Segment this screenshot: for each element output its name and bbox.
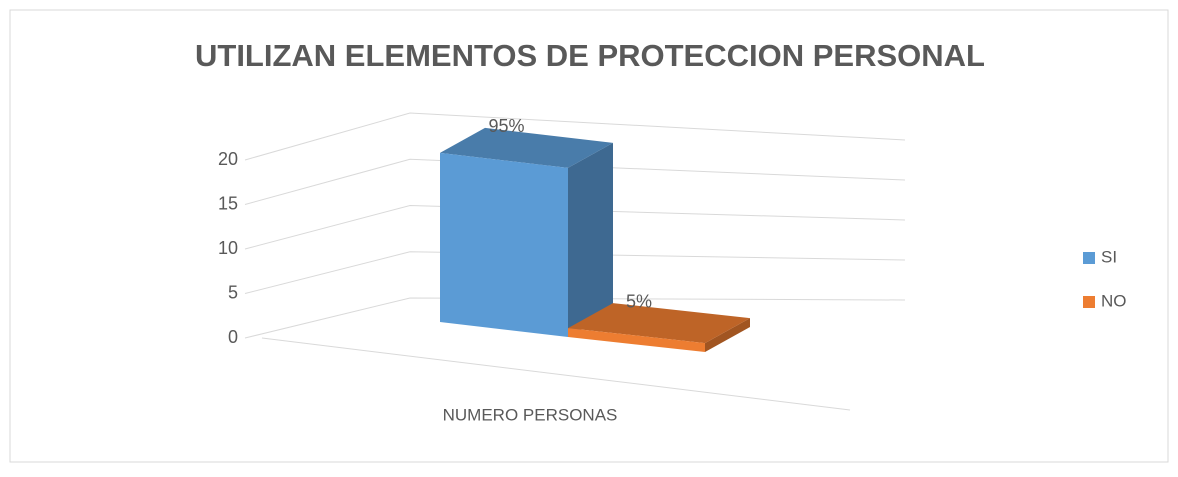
grid-line [244, 158, 906, 205]
x-tick-label: NUMERO PERSONAS [443, 405, 618, 424]
legend-label: NO [1101, 291, 1127, 310]
floor [261, 337, 851, 411]
data-label: 95% [488, 116, 524, 136]
bar-top [440, 127, 613, 168]
legend-swatch [1083, 252, 1095, 264]
legend-label: SI [1101, 247, 1117, 266]
bar-top [568, 303, 750, 344]
grid-line [244, 112, 906, 161]
bar-side [568, 142, 613, 337]
y-tick-label: 0 [228, 327, 238, 347]
bar [440, 152, 568, 337]
y-tick-label: 20 [218, 149, 238, 169]
chart-title: UTILIZAN ELEMENTOS DE PROTECCION PERSONA… [195, 38, 985, 73]
bar-side [705, 318, 750, 352]
y-tick-label: 15 [218, 193, 238, 213]
y-tick-label: 5 [228, 282, 238, 302]
legend-swatch [1083, 296, 1095, 308]
bar [568, 328, 705, 352]
grid-line [244, 297, 906, 339]
grid-line [244, 204, 906, 250]
data-label: 5% [626, 291, 652, 311]
y-tick-label: 10 [218, 238, 238, 258]
grid-line [244, 251, 906, 294]
